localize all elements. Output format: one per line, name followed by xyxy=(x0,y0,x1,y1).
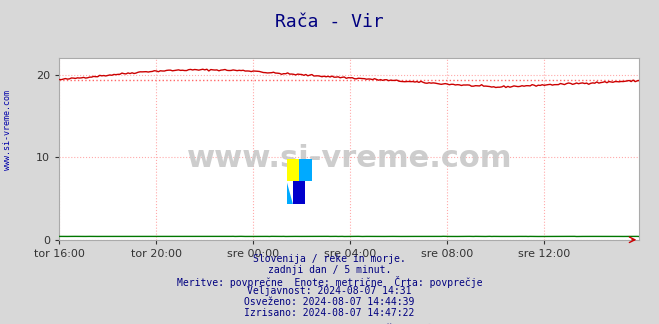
Text: www.si-vreme.com: www.si-vreme.com xyxy=(3,90,13,169)
Text: Slovenija / reke in morje.: Slovenija / reke in morje. xyxy=(253,254,406,264)
Polygon shape xyxy=(287,181,293,204)
Bar xyxy=(293,181,306,204)
Text: Izrisano: 2024-08-07 14:47:22: Izrisano: 2024-08-07 14:47:22 xyxy=(244,308,415,318)
Text: Veljavnost: 2024-08-07 14:31: Veljavnost: 2024-08-07 14:31 xyxy=(247,286,412,296)
Text: Meritve: povprečne  Enote: metrične  Črta: povprečje: Meritve: povprečne Enote: metrične Črta:… xyxy=(177,276,482,288)
Bar xyxy=(287,159,299,181)
Text: www.si-vreme.com: www.si-vreme.com xyxy=(186,144,512,173)
Text: Osveženo: 2024-08-07 14:44:39: Osveženo: 2024-08-07 14:44:39 xyxy=(244,297,415,307)
Bar xyxy=(299,159,312,181)
Text: Rača - Vir: Rača - Vir xyxy=(275,13,384,31)
Text: zadnji dan / 5 minut.: zadnji dan / 5 minut. xyxy=(268,265,391,275)
